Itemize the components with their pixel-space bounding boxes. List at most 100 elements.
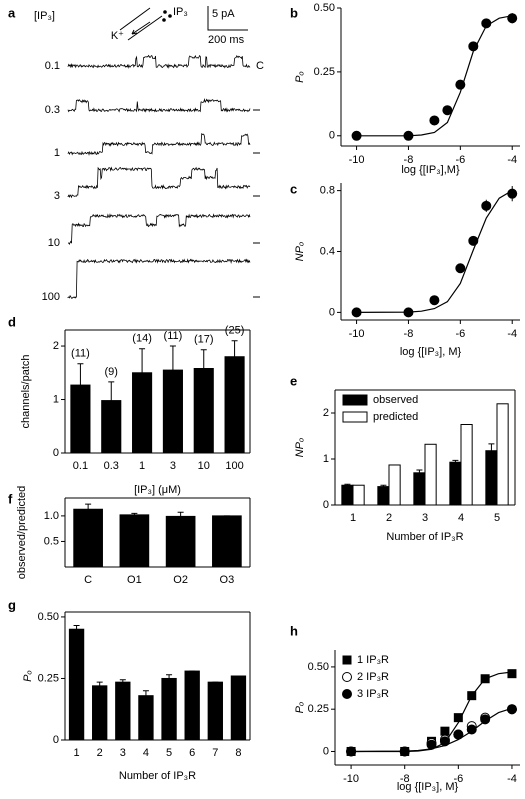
bar bbox=[212, 515, 242, 568]
x-tick-label: -8 bbox=[404, 154, 414, 166]
x-tick-label: -10 bbox=[343, 773, 359, 785]
x-axis-label: Number of IP₃R bbox=[386, 531, 463, 543]
bar bbox=[73, 508, 103, 568]
x-tick-label: 3 bbox=[120, 747, 126, 759]
data-point bbox=[466, 724, 477, 735]
y-tick-label: 0.25 bbox=[38, 672, 59, 684]
error-bar bbox=[108, 381, 115, 401]
y-tick-label: 1.0 bbox=[44, 510, 59, 522]
data-point bbox=[351, 307, 362, 318]
error-bar bbox=[139, 348, 146, 373]
error-bar bbox=[142, 690, 149, 696]
legend-marker bbox=[342, 672, 352, 682]
pipette bbox=[119, 7, 163, 41]
panel-label: b bbox=[290, 5, 298, 20]
data-point bbox=[507, 13, 518, 24]
x-tick-label: 0.1 bbox=[73, 460, 88, 472]
row-label: 100 bbox=[42, 291, 60, 303]
error-bar bbox=[96, 681, 103, 686]
count-label: (25) bbox=[225, 325, 245, 337]
y-tick-label: 0 bbox=[323, 499, 329, 511]
data-point bbox=[467, 691, 477, 701]
x-tick-label: 2 bbox=[386, 512, 392, 524]
data-point bbox=[440, 726, 450, 736]
y-tick-label: 0.50 bbox=[308, 661, 329, 673]
y-tick-label: 0 bbox=[323, 745, 329, 757]
row-title: [IP₃] bbox=[34, 10, 55, 22]
x-tick-label: 5 bbox=[166, 747, 172, 759]
x-tick-label: 1 bbox=[74, 747, 80, 759]
error-bar bbox=[85, 503, 92, 510]
bar bbox=[119, 514, 150, 568]
error-bar bbox=[231, 340, 238, 357]
current-trace bbox=[67, 166, 251, 199]
y-tick-label: 1 bbox=[53, 393, 59, 405]
x-tick-label: O3 bbox=[220, 574, 235, 586]
annotation: 200 ms bbox=[208, 34, 245, 46]
y-tick-label: 0.50 bbox=[38, 611, 59, 623]
data-point bbox=[506, 704, 517, 715]
y-tick-label: 2 bbox=[53, 340, 59, 352]
error-bar bbox=[77, 363, 84, 386]
x-tick-label: 2 bbox=[97, 747, 103, 759]
bar bbox=[377, 486, 390, 506]
x-tick-label: 4 bbox=[458, 512, 464, 524]
legend-item: 3 IP₃R bbox=[357, 688, 389, 700]
bar bbox=[388, 464, 401, 506]
y-axis-label: channels/patch bbox=[20, 355, 32, 429]
count-label: (11) bbox=[164, 330, 183, 342]
y-axis-label: Pₒ bbox=[22, 670, 34, 682]
ip3-dot bbox=[163, 10, 167, 14]
bar bbox=[424, 443, 437, 506]
legend-item: 2 IP₃R bbox=[357, 671, 389, 683]
current-trace bbox=[68, 213, 251, 245]
legend-marker bbox=[342, 655, 352, 665]
annotation: IP₃ bbox=[173, 6, 188, 18]
x-axis-label: log {[IP₃],M} bbox=[401, 164, 460, 176]
bar bbox=[230, 675, 247, 741]
bar bbox=[224, 356, 245, 454]
data-point bbox=[480, 674, 490, 684]
bar bbox=[132, 372, 153, 454]
legend-swatch bbox=[342, 411, 368, 423]
bar bbox=[207, 681, 223, 741]
x-tick-label: 8 bbox=[235, 747, 241, 759]
y-tick-label: 0.25 bbox=[314, 66, 335, 78]
data-point bbox=[481, 18, 492, 29]
data-point bbox=[453, 729, 464, 740]
error-bar bbox=[488, 443, 495, 451]
row-label: 0.3 bbox=[45, 104, 60, 116]
y-tick-label: 0.4 bbox=[320, 245, 335, 257]
count-label: (14) bbox=[132, 333, 152, 345]
bar bbox=[496, 403, 509, 506]
x-tick-label: -10 bbox=[349, 154, 365, 166]
error-bar bbox=[200, 349, 207, 369]
legend-item: observed bbox=[373, 394, 418, 406]
y-tick-label: 0 bbox=[53, 734, 59, 746]
x-tick-label: 4 bbox=[143, 747, 149, 759]
legend-swatch bbox=[342, 394, 368, 406]
x-tick-label: 10 bbox=[198, 460, 210, 472]
x-tick-label: -6 bbox=[455, 154, 465, 166]
annotation: 5 pA bbox=[212, 8, 235, 20]
y-tick-label: 0 bbox=[329, 130, 335, 142]
data-point bbox=[481, 200, 492, 211]
x-tick-label: -10 bbox=[349, 328, 365, 340]
x-tick-label: 100 bbox=[225, 460, 243, 472]
x-tick-label: 1 bbox=[350, 512, 356, 524]
x-tick-label: 5 bbox=[494, 512, 500, 524]
y-axis-label: observed/predicted bbox=[16, 486, 28, 580]
legend-marker bbox=[342, 689, 352, 699]
x-tick-label: 3 bbox=[170, 460, 176, 472]
data-point bbox=[453, 713, 463, 723]
bar bbox=[162, 369, 183, 454]
data-point bbox=[429, 295, 440, 306]
bar bbox=[138, 695, 154, 741]
count-label: (11) bbox=[71, 348, 90, 360]
x-tick-label: 1 bbox=[139, 460, 145, 472]
ip3-dot bbox=[168, 14, 172, 18]
bar bbox=[449, 461, 462, 506]
bar bbox=[101, 400, 122, 454]
bar bbox=[193, 368, 214, 454]
